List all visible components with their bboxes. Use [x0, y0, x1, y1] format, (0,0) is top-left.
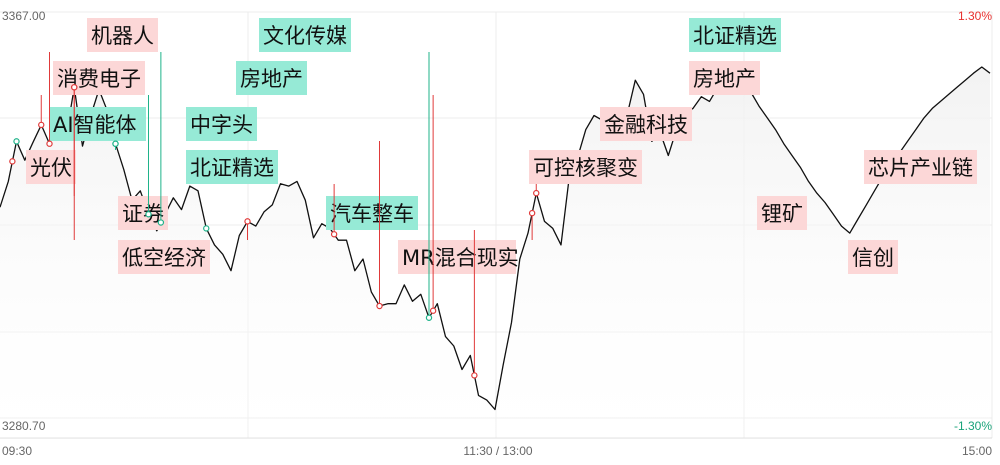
tag-label: 北证精选 — [693, 24, 777, 48]
x-tick-0930: 09:30 — [2, 444, 32, 458]
price-area-fill — [0, 67, 990, 438]
tag-marker — [46, 140, 53, 147]
tag-marker — [429, 307, 437, 314]
tag-marker — [13, 138, 20, 145]
x-tick-1500: 15:00 — [962, 444, 992, 458]
tag-label: 房地产 — [693, 67, 756, 91]
tag-label: 金融科技 — [604, 113, 688, 137]
y-axis-bottom-pct: -1.30% — [954, 419, 992, 433]
tag-box — [600, 107, 692, 141]
tag-label: AI智能体 — [53, 113, 137, 137]
tag-label: 文化传媒 — [263, 24, 347, 48]
tag-box — [689, 18, 781, 52]
sector-tag-14: 北证精选 — [425, 18, 781, 321]
tag-marker — [528, 209, 536, 217]
sector-tag-12: 可控核聚变 — [330, 150, 642, 238]
tag-label: 汽车整车 — [330, 202, 414, 226]
sector-tag-9: 文化传媒 — [157, 18, 351, 226]
tag-label: 可控核聚变 — [533, 156, 638, 180]
y-axis-top-pct: 1.30% — [958, 9, 992, 23]
sector-tag-18: 信创 — [528, 209, 898, 274]
sector-tag-1: AI智能体 — [13, 107, 146, 145]
tag-box — [757, 196, 807, 230]
sector-tag-2: 消费电子 — [38, 61, 145, 129]
y-axis-top-value: 3367.00 — [2, 9, 46, 23]
sector-tag-15: 房地产 — [429, 61, 760, 314]
tag-box — [326, 196, 418, 230]
tag-label: 芯片产业链 — [868, 156, 973, 180]
tag-marker — [425, 314, 433, 321]
tag-label: MR混合现实 — [402, 246, 519, 270]
tag-marker — [9, 158, 16, 165]
tag-marker — [330, 231, 338, 238]
sector-tag-3: 机器人 — [46, 18, 158, 147]
tag-label: 低空经济 — [122, 246, 206, 270]
tag-box — [864, 150, 977, 184]
tag-box — [26, 150, 76, 184]
sector-tag-10: 汽车整车 — [203, 196, 418, 232]
x-tick-1130-1300: 11:30 / 13:00 — [463, 444, 532, 458]
sector-tag-7: 北证精选 — [112, 140, 278, 184]
tag-label: 信创 — [852, 246, 894, 270]
tag-box — [689, 61, 760, 95]
tag-label: 北证精选 — [190, 156, 274, 180]
tag-box — [398, 240, 516, 274]
sector-tag-13: 金融科技 — [376, 107, 692, 310]
sector-tag-5: 低空经济 — [71, 84, 210, 274]
tag-box — [53, 61, 145, 95]
tag-label: 房地产 — [240, 67, 303, 91]
sector-tag-0: 光伏 — [9, 150, 76, 184]
price-area — [0, 67, 990, 438]
tag-box — [259, 18, 351, 52]
tag-marker — [376, 302, 383, 310]
tag-label: 光伏 — [30, 156, 72, 180]
tag-box — [186, 150, 278, 184]
tag-box — [49, 107, 146, 141]
tag-label: 锂矿 — [761, 202, 803, 226]
sector-tag-layer: 光伏AI智能体消费电子机器人证券低空经济中字头北证精选房地产文化传媒汽车整车MR… — [9, 18, 977, 379]
tag-box — [87, 18, 158, 52]
tag-box — [529, 150, 642, 184]
tag-marker — [244, 218, 251, 225]
tag-box — [236, 61, 307, 95]
tag-label: 机器人 — [91, 24, 154, 48]
tag-marker — [533, 189, 540, 197]
sector-tag-6: 中字头 — [112, 107, 257, 147]
tag-box — [118, 240, 210, 274]
sector-tag-11: MR混合现实 — [244, 218, 519, 274]
tag-marker — [157, 219, 165, 226]
sector-tag-16: 锂矿 — [471, 196, 807, 379]
tag-label: 中字头 — [190, 113, 253, 137]
tag-marker — [145, 211, 152, 218]
tag-marker — [471, 372, 478, 379]
sector-tag-17: 芯片产业链 — [533, 150, 977, 197]
tag-box — [186, 107, 257, 141]
axis-labels: 3367.00 3280.70 1.30% -1.30% 09:30 11:30… — [2, 9, 992, 458]
y-axis-bottom-value: 3280.70 — [2, 419, 46, 433]
sector-tag-4: 证券 — [71, 84, 168, 230]
tag-label: 证券 — [122, 202, 164, 226]
tag-marker — [112, 140, 119, 147]
sector-tag-8: 房地产 — [145, 61, 307, 218]
tag-label: 消费电子 — [57, 67, 141, 91]
tag-box — [848, 240, 898, 274]
tag-marker — [38, 121, 45, 129]
tag-marker — [203, 225, 210, 232]
tag-marker — [71, 84, 78, 91]
